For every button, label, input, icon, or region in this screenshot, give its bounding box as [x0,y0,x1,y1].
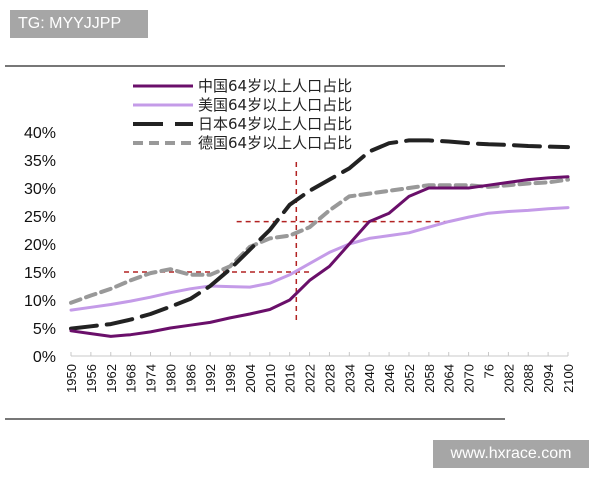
legend-label: 日本64岁以上人口占比 [198,115,352,133]
chart-series [69,138,570,338]
bottom-divider [5,418,505,420]
y-tick-label: 15% [24,265,56,282]
series-line [69,138,570,331]
tg-watermark-badge: TG: MYYJJPP [10,10,148,38]
series-line [69,177,570,305]
x-tick-label: 2100 [561,364,576,393]
x-tick-label: 2010 [263,364,278,393]
y-tick-label: 5% [33,321,56,338]
annotation-guides [124,162,449,322]
x-tick-label: 76 [481,364,496,378]
y-tick-label: 10% [24,293,56,310]
x-tick-label: 1950 [64,364,79,393]
y-tick-label: 35% [24,153,56,170]
x-tick-label: 2088 [521,364,536,393]
url-watermark-badge: www.hxrace.com [433,440,589,468]
x-tick-label: 2052 [402,364,417,393]
series-line [69,175,570,338]
x-tick-label: 2046 [382,364,397,393]
x-tick-label: 2034 [342,364,357,393]
y-tick-label: 0% [33,349,56,366]
x-tick-label: 2040 [362,364,377,393]
x-tick-label: 2016 [283,364,298,393]
y-tick-label: 40% [24,125,56,142]
x-tick-label: 1962 [104,364,119,393]
x-tick-label: 2058 [422,364,437,393]
x-axis: 1950 1956 1962 1968 1974 1980 1986 1992 1998 2004… [64,352,576,393]
x-tick-label: 1992 [203,364,218,393]
chart-legend: 中国64岁以上人口占比美国64岁以上人口占比日本64岁以上人口占比德国64岁以上… [133,77,352,152]
y-axis: 0% 5% 10% 15% 20% 25% 30% 35% 40% [24,125,56,366]
y-tick-label: 30% [24,181,56,198]
x-tick-label: 2094 [541,364,556,393]
x-tick-label: 1968 [124,364,139,393]
x-tick-label: 2028 [322,364,337,393]
x-tick-label: 1998 [223,364,238,393]
x-tick-label: 2082 [501,364,516,393]
x-tick-label: 1956 [84,364,99,393]
y-tick-label: 25% [24,209,56,226]
x-tick-label: 2064 [442,364,457,393]
y-tick-label: 20% [24,237,56,254]
top-divider [5,65,505,67]
x-tick-label: 1980 [163,364,178,393]
legend-label: 德国64岁以上人口占比 [198,134,352,152]
legend-label: 中国64岁以上人口占比 [198,77,352,95]
x-tick-label: 2022 [303,364,318,393]
x-tick-label: 1986 [183,364,198,393]
series-line [69,206,570,312]
x-tick-label: 2070 [462,364,477,393]
x-tick-label: 1974 [144,364,159,393]
x-tick-label: 2004 [243,364,258,393]
legend-label: 美国64岁以上人口占比 [198,96,352,114]
